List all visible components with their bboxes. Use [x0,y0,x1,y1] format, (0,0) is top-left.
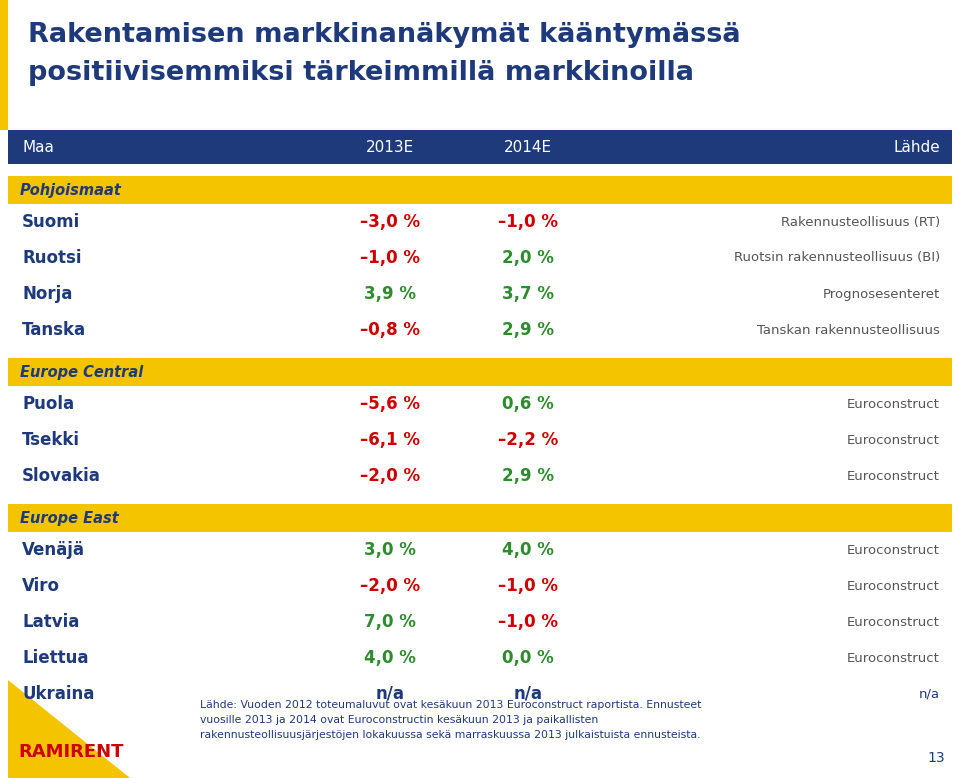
Text: –1,0 %: –1,0 % [360,249,420,267]
Text: 3,0 %: 3,0 % [364,541,416,559]
Text: 3,9 %: 3,9 % [364,285,416,303]
Text: Norja: Norja [22,285,72,303]
Text: Tanska: Tanska [22,321,86,339]
Text: –2,0 %: –2,0 % [360,467,420,485]
Text: 13: 13 [927,751,945,765]
Text: 4,0 %: 4,0 % [502,541,554,559]
Text: Euroconstruct: Euroconstruct [847,398,940,411]
Text: 0,0 %: 0,0 % [502,649,554,667]
Text: 2,0 %: 2,0 % [502,249,554,267]
Text: n/a: n/a [514,685,542,703]
Text: 4,0 %: 4,0 % [364,649,416,667]
Text: Ruotsin rakennusteollisuus (BI): Ruotsin rakennusteollisuus (BI) [733,251,940,265]
Text: Ukraina: Ukraina [22,685,94,703]
Text: –0,8 %: –0,8 % [360,321,420,339]
Text: RAMIRENT: RAMIRENT [18,743,124,761]
Text: –1,0 %: –1,0 % [498,577,558,595]
Text: Euroconstruct: Euroconstruct [847,433,940,447]
Text: Rakennusteollisuus (RT): Rakennusteollisuus (RT) [780,216,940,229]
Bar [8,358,952,386]
Text: Euroconstruct: Euroconstruct [847,615,940,629]
Text: Euroconstruct: Euroconstruct [847,580,940,593]
Text: Rakentamisen markkinanäkymät kääntymässä: Rakentamisen markkinanäkymät kääntymässä [28,22,740,48]
Text: Euroconstruct: Euroconstruct [847,469,940,482]
Bar [0,0,8,130]
Text: Latvia: Latvia [22,613,80,631]
Text: 2,9 %: 2,9 % [502,321,554,339]
Text: –5,6 %: –5,6 % [360,395,420,413]
Text: 0,6 %: 0,6 % [502,395,554,413]
Text: 7,0 %: 7,0 % [364,613,416,631]
Text: Tanskan rakennusteollisuus: Tanskan rakennusteollisuus [757,324,940,337]
Text: Tsekki: Tsekki [22,431,80,449]
Text: Europe East: Europe East [20,510,119,525]
Text: Ruotsi: Ruotsi [22,249,82,267]
Text: –3,0 %: –3,0 % [360,213,420,231]
Text: Pohjoismaat: Pohjoismaat [20,183,122,198]
Text: positiivisemmiksi tärkeimmillä markkinoilla: positiivisemmiksi tärkeimmillä markkinoi… [28,60,694,86]
Text: Prognosesenteret: Prognosesenteret [823,288,940,300]
Bar [8,176,952,204]
Text: 2014E: 2014E [504,139,552,155]
Bar [8,130,952,164]
Text: –2,0 %: –2,0 % [360,577,420,595]
Text: Suomi: Suomi [22,213,81,231]
Text: Europe Central: Europe Central [20,365,143,380]
Bar [8,504,952,532]
Text: –1,0 %: –1,0 % [498,613,558,631]
Text: Viro: Viro [22,577,60,595]
Text: 2013E: 2013E [366,139,414,155]
Text: –6,1 %: –6,1 % [360,431,420,449]
Text: Maa: Maa [22,139,54,155]
Text: Lähde: Vuoden 2012 toteumaluvut ovat kesäkuun 2013 Euroconstruct raportista. Enn: Lähde: Vuoden 2012 toteumaluvut ovat kes… [200,700,702,740]
Text: Venäjä: Venäjä [22,541,85,559]
Text: Euroconstruct: Euroconstruct [847,651,940,664]
Text: Liettua: Liettua [22,649,88,667]
Text: Euroconstruct: Euroconstruct [847,544,940,556]
Polygon shape [8,680,130,778]
Text: Slovakia: Slovakia [22,467,101,485]
Text: 2,9 %: 2,9 % [502,467,554,485]
Text: –2,2 %: –2,2 % [498,431,558,449]
Text: 3,7 %: 3,7 % [502,285,554,303]
Text: Puola: Puola [22,395,74,413]
Text: n/a: n/a [375,685,404,703]
Text: n/a: n/a [919,688,940,700]
Text: –1,0 %: –1,0 % [498,213,558,231]
Text: Lähde: Lähde [893,139,940,155]
